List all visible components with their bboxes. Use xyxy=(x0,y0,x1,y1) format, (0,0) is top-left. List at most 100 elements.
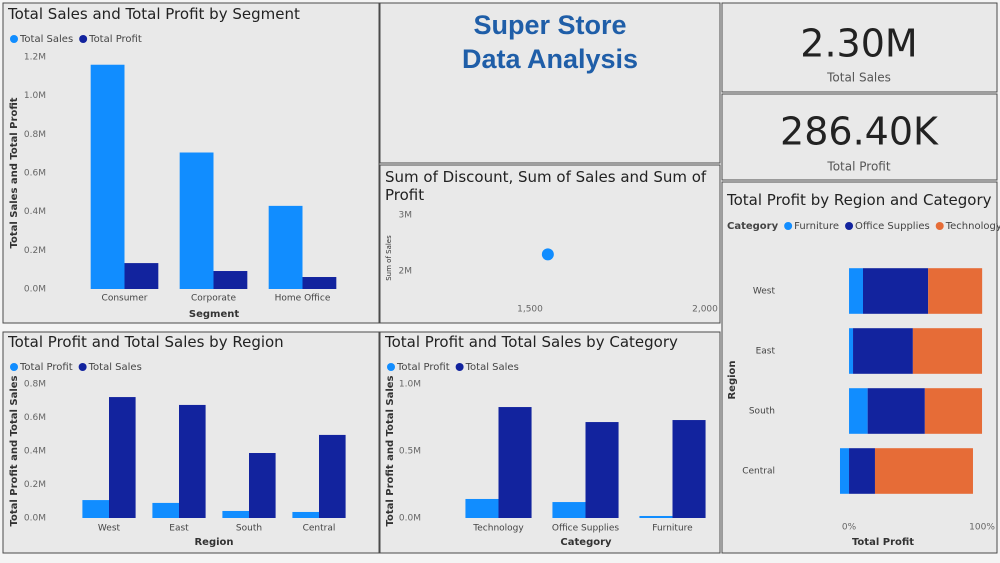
bar xyxy=(302,277,337,289)
bar-segment xyxy=(874,448,973,494)
bar xyxy=(292,511,319,518)
bar xyxy=(179,404,206,518)
bar xyxy=(90,64,125,289)
bar xyxy=(152,502,179,518)
y-axis-label: Total Profit and Total Sales xyxy=(9,375,20,526)
chart-title-box: Sum of Discount, Sum of Sales and Sum of… xyxy=(385,168,707,204)
chart-title-box: Total Profit and Total Sales by Category xyxy=(385,333,678,351)
chart-title: Total Profit and Total Sales by Category xyxy=(385,333,678,351)
legend-swatch xyxy=(935,222,944,230)
bar xyxy=(465,498,499,518)
bar xyxy=(249,453,276,518)
chart-title: Total Profit and Total Sales by Region xyxy=(8,333,284,351)
chart-title-box: Total Profit and Total Sales by Region xyxy=(8,333,284,351)
chart-title: Total Profit by Region and Category xyxy=(727,191,992,209)
y-tick-label: 0.0M xyxy=(24,514,46,524)
y-tick-label: 0.6M xyxy=(24,169,46,179)
x-tick-label: Corporate xyxy=(191,294,236,304)
bar-segment xyxy=(853,328,913,374)
bar xyxy=(268,205,303,289)
chart-title-box: Total Sales and Total Profit by Segment xyxy=(8,5,300,23)
legend-swatch xyxy=(10,35,18,43)
bar xyxy=(109,397,136,518)
card-value: 286.40K xyxy=(780,110,939,154)
x-tick-label: West xyxy=(98,524,121,534)
bar xyxy=(498,407,532,518)
legend-label: Technology xyxy=(945,221,1000,232)
bar-segment xyxy=(849,328,854,374)
y-tick-label: 0.4M xyxy=(24,207,46,217)
x-tick-label: Furniture xyxy=(652,524,693,534)
chart-title: Total Sales and Total Profit by Segment xyxy=(8,5,300,23)
y-tick-label: 0.4M xyxy=(24,447,46,457)
x-axis-label: Region xyxy=(194,537,233,548)
legend-label: Furniture xyxy=(794,221,839,232)
x-tick-label: Consumer xyxy=(102,294,148,304)
x-tick-label: South xyxy=(236,524,262,534)
card-label: Total Profit xyxy=(826,160,890,174)
bar-segment xyxy=(924,388,983,434)
card-label: Total Sales xyxy=(826,71,891,85)
bar xyxy=(552,502,586,518)
y-tick-label: South xyxy=(749,407,775,417)
chart-title: Sum of Discount, Sum of Sales and Sum of… xyxy=(385,168,707,204)
y-tick-label: 0.2M xyxy=(24,246,46,256)
legend-swatch xyxy=(387,363,395,371)
legend-swatch xyxy=(78,363,87,371)
legend-label: Total Profit xyxy=(19,362,73,373)
x-tick-label: 100% xyxy=(969,523,995,533)
legend-swatch xyxy=(784,222,793,230)
legend-label: Total Sales xyxy=(465,362,519,373)
bar xyxy=(179,152,214,289)
chart-title-box: Total Profit by Region and Category xyxy=(727,191,992,209)
y-axis-label: Region xyxy=(727,360,738,399)
y-tick-label: East xyxy=(756,347,776,357)
y-tick-label: 0.5M xyxy=(399,447,421,457)
header-title: Super Store Data Analysis xyxy=(461,10,639,74)
scatter-point xyxy=(541,248,554,261)
x-tick-label: 1,500 xyxy=(517,305,543,315)
legend-label: Total Profit xyxy=(88,34,142,45)
bar-segment xyxy=(867,388,925,434)
y-tick-label: 1.2M xyxy=(24,53,46,63)
legend-swatch xyxy=(455,363,464,371)
bar-segment xyxy=(849,268,864,314)
bar-segment xyxy=(912,328,983,374)
panel xyxy=(721,2,998,93)
x-axis-label: Category xyxy=(560,537,612,548)
bar xyxy=(222,510,249,518)
y-axis-label: Sum of Sales xyxy=(385,235,393,281)
bar xyxy=(585,422,619,518)
card-value: 2.30M xyxy=(800,22,917,66)
legend-label: Total Sales xyxy=(88,362,142,373)
y-tick-label: 0.6M xyxy=(24,413,46,423)
panel xyxy=(721,93,998,181)
bar-segment xyxy=(839,448,850,494)
legend-swatch xyxy=(79,35,88,43)
header: Super Store Data Analysis xyxy=(461,10,639,74)
bar-segment xyxy=(928,268,983,314)
bar xyxy=(319,434,346,518)
bar xyxy=(82,500,109,518)
x-tick-label: Technology xyxy=(472,524,524,534)
bar xyxy=(639,515,673,518)
x-tick-label: 0% xyxy=(842,523,857,533)
panel xyxy=(379,164,721,324)
legend-swatch xyxy=(10,363,18,371)
bar xyxy=(213,271,248,289)
y-tick-label: West xyxy=(753,287,776,297)
y-tick-label: 0.8M xyxy=(24,130,46,140)
y-tick-label: 0.0M xyxy=(399,514,421,524)
y-tick-label: 1.0M xyxy=(24,91,46,101)
y-axis-label: Total Profit and Total Sales xyxy=(385,375,396,526)
x-axis-label: Total Profit xyxy=(852,537,914,548)
bar-segment xyxy=(849,448,875,494)
x-tick-label: East xyxy=(169,524,189,534)
x-tick-label: 2,000 xyxy=(692,305,718,315)
legend-label: Total Sales xyxy=(19,34,73,45)
bar-segment xyxy=(863,268,929,314)
bar xyxy=(672,420,706,518)
y-tick-label: Central xyxy=(742,467,775,477)
legend-swatch xyxy=(845,222,854,230)
